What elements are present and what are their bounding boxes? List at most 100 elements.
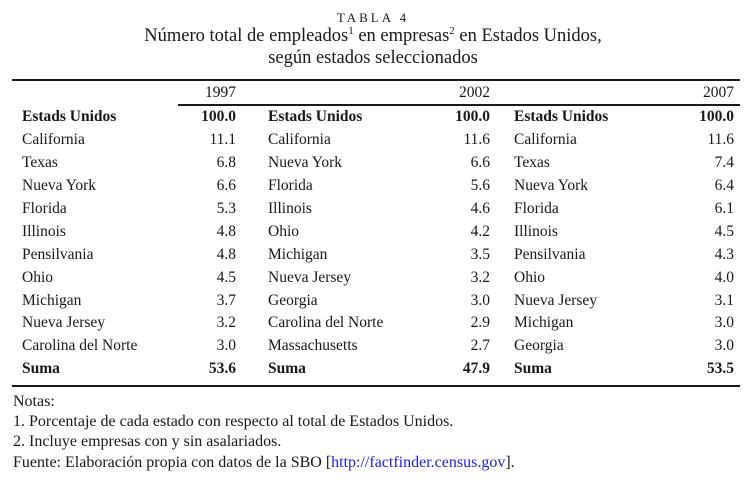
source-text-prefix: Fuente: Elaboración propia con datos de … bbox=[13, 453, 332, 471]
state-cell: Suma bbox=[22, 360, 60, 378]
value-cell: 100.0 bbox=[455, 108, 490, 126]
spacer-cell bbox=[490, 84, 672, 102]
value-cell: 4.8 bbox=[216, 245, 236, 263]
value-cell: 3.1 bbox=[714, 291, 734, 309]
value-cell: 3.5 bbox=[470, 245, 490, 263]
value-cell: 53.6 bbox=[208, 360, 236, 378]
value-cell: 3.0 bbox=[714, 337, 734, 355]
value-cell: 6.6 bbox=[470, 154, 490, 172]
state-cell: Illinois bbox=[22, 222, 66, 240]
table-header-rule bbox=[178, 104, 740, 106]
value-cell: 3.0 bbox=[470, 291, 490, 309]
title-text-1: Número total de empleados bbox=[144, 26, 349, 46]
value-cell: 6.1 bbox=[714, 200, 734, 217]
state-cell: Florida bbox=[514, 200, 559, 217]
value-cell: 3.0 bbox=[714, 314, 734, 332]
footnote-ref-1: 1 bbox=[348, 24, 354, 37]
table-number: TABLA 4 bbox=[336, 10, 410, 25]
value-cell: 4.0 bbox=[714, 268, 734, 286]
value-cell: 4.5 bbox=[216, 268, 236, 286]
state-cell: Pensilvania bbox=[22, 245, 94, 263]
value-cell: 3.2 bbox=[216, 314, 236, 332]
source-link[interactable]: http://factfinder.census.gov bbox=[331, 453, 506, 471]
note-2: 2. Incluye empresas con y sin asalariado… bbox=[13, 433, 282, 451]
state-cell: Pensilvania bbox=[514, 245, 586, 263]
value-cell: 6.8 bbox=[216, 154, 236, 172]
value-cell: 11.6 bbox=[463, 131, 490, 149]
state-cell: Michigan bbox=[22, 291, 82, 309]
value-cell: 5.3 bbox=[216, 200, 236, 217]
value-cell: 3.2 bbox=[470, 268, 490, 286]
state-cell: California bbox=[268, 131, 331, 149]
value-cell: 47.9 bbox=[462, 360, 490, 378]
value-cell: 4.6 bbox=[470, 200, 490, 217]
value-cell: 2.9 bbox=[470, 314, 490, 332]
value-cell: 6.6 bbox=[216, 177, 236, 195]
state-cell: Texas bbox=[514, 154, 550, 172]
state-cell: Nueva Jersey bbox=[22, 314, 106, 332]
state-cell: Illinois bbox=[514, 222, 558, 240]
title-text-3: en Estados Unidos, bbox=[454, 26, 602, 46]
value-cell: 11.6 bbox=[707, 131, 734, 149]
state-cell: Estads Unidos bbox=[22, 108, 117, 126]
state-cell: Ohio bbox=[514, 268, 545, 286]
state-cell: Ohio bbox=[268, 222, 299, 240]
state-cell: Florida bbox=[268, 177, 313, 195]
title-text-2: en empresas bbox=[353, 26, 450, 46]
table-top-rule bbox=[12, 79, 740, 81]
year-header-2007: 2007 bbox=[703, 84, 734, 101]
source-text-suffix: ]. bbox=[505, 453, 515, 471]
state-cell: Massachusetts bbox=[268, 337, 358, 355]
state-cell: Florida bbox=[22, 200, 67, 217]
value-cell: 11.1 bbox=[209, 131, 236, 149]
year-header-row: 1997 2002 2007 bbox=[22, 84, 734, 102]
state-cell: Estads Unidos bbox=[268, 108, 363, 126]
state-cell: Georgia bbox=[514, 337, 564, 355]
table-caption: TABLA 4 Número total de empleados1 en em… bbox=[0, 9, 746, 69]
state-cell: California bbox=[514, 131, 577, 149]
state-cell: Carolina del Norte bbox=[22, 337, 138, 355]
note-1: 1. Porcentaje de cada estado con respect… bbox=[13, 413, 454, 431]
value-cell: 7.4 bbox=[714, 154, 734, 172]
state-cell: Ohio bbox=[22, 268, 53, 286]
value-cell: 100.0 bbox=[201, 108, 236, 126]
value-cell: 53.5 bbox=[706, 360, 734, 378]
value-cell: 4.3 bbox=[714, 245, 734, 263]
notes-block: Notas: 1. Porcentaje de cada estado con … bbox=[13, 392, 738, 473]
value-cell: 4.2 bbox=[470, 222, 490, 240]
state-cell: Nueva York bbox=[268, 154, 343, 172]
state-cell: Michigan bbox=[514, 314, 574, 332]
state-cell: Nueva Jersey bbox=[268, 268, 352, 286]
state-cell: Carolina del Norte bbox=[268, 314, 384, 332]
spacer-cell bbox=[236, 84, 436, 102]
state-cell: Texas bbox=[22, 154, 58, 172]
source-line: Fuente: Elaboración propia con datos de … bbox=[13, 453, 738, 473]
state-cell: California bbox=[22, 131, 85, 149]
state-cell: Nueva York bbox=[514, 177, 589, 195]
value-cell: 4.5 bbox=[714, 222, 734, 240]
year-header-1997: 1997 bbox=[205, 84, 236, 101]
value-cell: 3.7 bbox=[216, 291, 236, 309]
value-cell: 4.8 bbox=[216, 222, 236, 240]
table-title-line-2: según estados seleccionados bbox=[268, 47, 478, 68]
state-cell: Estads Unidos bbox=[514, 108, 609, 126]
table-body: Estads Unidos 100.0 Estads Unidos 100.0 Esta… bbox=[22, 106, 734, 381]
value-cell: 5.6 bbox=[470, 177, 490, 195]
spacer-cell bbox=[22, 84, 164, 102]
state-cell: Suma bbox=[514, 360, 552, 378]
state-cell: Nueva York bbox=[22, 177, 97, 195]
value-cell: 100.0 bbox=[699, 108, 734, 126]
year-header-2002: 2002 bbox=[459, 84, 490, 101]
state-cell: Illinois bbox=[268, 200, 312, 217]
footnote-ref-2: 2 bbox=[449, 24, 455, 37]
state-cell: Georgia bbox=[268, 291, 318, 309]
value-cell: 2.7 bbox=[470, 337, 490, 355]
table-title-line-1: Número total de empleados1 en empresas2 … bbox=[0, 24, 746, 48]
state-cell: Michigan bbox=[268, 245, 328, 263]
value-cell: 3.0 bbox=[216, 337, 236, 355]
notes-heading: Notas: bbox=[13, 393, 55, 410]
table-bottom-rule bbox=[12, 385, 740, 387]
value-cell: 6.4 bbox=[714, 177, 734, 195]
state-cell: Suma bbox=[268, 360, 306, 378]
